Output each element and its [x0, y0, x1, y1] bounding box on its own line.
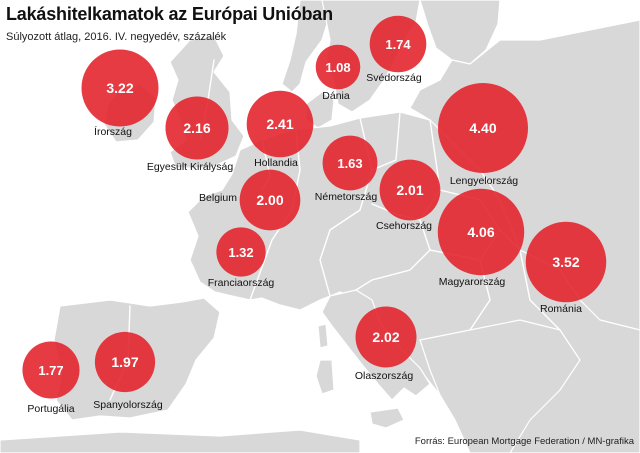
country-label-denmark: Dánia — [322, 90, 350, 102]
labels-layer: Írország Egyesült Királyság Hollandia Dánia… — [27, 72, 582, 415]
value-label-denmark: 1.08 — [325, 60, 350, 75]
sardinia-land — [315, 359, 335, 395]
bubble-uk — [165, 96, 229, 160]
country-label-france: Franciaország — [208, 277, 275, 289]
country-label-romania: Románia — [540, 303, 582, 315]
bubble-hungary — [437, 188, 525, 276]
corsica-land — [317, 323, 329, 349]
bubble-italy — [355, 306, 417, 368]
border-line — [355, 249, 431, 291]
value-label-poland: 4.40 — [469, 120, 496, 136]
bubbles-layer: 3.22 2.16 2.41 1.08 1.74 4.40 1.63 2.00 2.01 4.06… — [22, 15, 607, 399]
chart-subtitle: Súlyozott átlag, 2016. IV. negyedév, szá… — [6, 31, 227, 43]
bubble-poland — [438, 83, 528, 173]
value-label-hungary: 4.06 — [467, 224, 494, 240]
country-label-hungary: Magyarország — [439, 276, 506, 288]
bubble-germany — [322, 135, 378, 191]
country-label-netherlands: Hollandia — [254, 157, 298, 169]
bubble-belgium — [239, 169, 301, 231]
bubble-netherlands — [246, 90, 314, 158]
value-label-sweden: 1.74 — [385, 37, 411, 52]
balkans-land — [419, 319, 581, 453]
country-label-sweden: Svédország — [366, 72, 422, 84]
country-label-portugal: Portugália — [27, 403, 74, 415]
value-label-ireland: 3.22 — [106, 80, 133, 96]
bubble-denmark — [315, 44, 361, 90]
bubble-portugal — [22, 341, 80, 399]
value-label-germany: 1.63 — [337, 156, 362, 171]
value-label-italy: 2.02 — [372, 329, 399, 345]
value-label-uk: 2.16 — [183, 120, 210, 136]
country-label-poland: Lengyelország — [450, 175, 518, 187]
source-note: Forrás: European Mortgage Federation / M… — [414, 436, 634, 447]
bubble-czechia — [379, 159, 441, 221]
country-label-italy: Olaszország — [355, 370, 414, 382]
bubble-ireland — [81, 49, 159, 127]
value-label-romania: 3.52 — [552, 254, 579, 270]
value-label-netherlands: 2.41 — [266, 116, 293, 132]
sicily-land — [369, 407, 405, 429]
country-label-spain: Spanyolország — [93, 399, 163, 411]
country-label-belgium: Belgium — [199, 192, 237, 204]
country-label-ireland: Írország — [94, 125, 132, 138]
value-label-spain: 1.97 — [111, 354, 138, 370]
country-label-czechia: Csehország — [376, 220, 432, 232]
bubble-france — [216, 227, 266, 277]
border-line — [371, 111, 401, 171]
bubble-romania — [525, 221, 607, 303]
value-label-france: 1.32 — [228, 245, 253, 260]
country-label-germany: Németország — [315, 191, 378, 203]
bubble-sweden — [369, 15, 427, 73]
chart-title: Lakáshitelkamatok az Európai Unióban — [6, 4, 333, 24]
value-label-portugal: 1.77 — [38, 363, 63, 378]
north-africa-land — [0, 429, 361, 453]
bubble-spain — [94, 331, 156, 393]
country-label-uk: Egyesült Királyság — [147, 161, 234, 173]
value-label-czechia: 2.01 — [396, 182, 423, 198]
value-label-belgium: 2.00 — [256, 192, 283, 208]
